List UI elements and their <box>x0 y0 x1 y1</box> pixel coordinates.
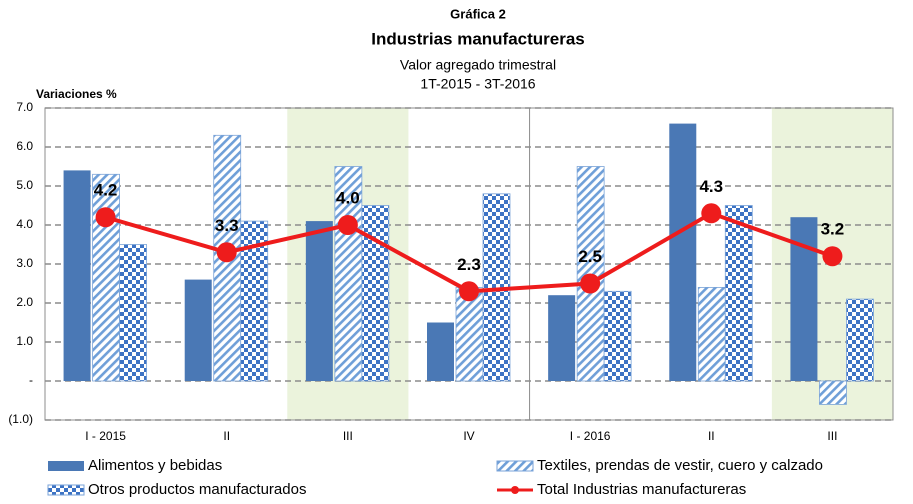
y-tick-label: 6.0 <box>16 139 33 153</box>
line-marker <box>95 207 116 228</box>
y-tick-label: (1.0) <box>8 412 33 426</box>
y-tick-label: 4.0 <box>16 217 33 231</box>
bar <box>603 290 632 382</box>
data-label: 4.0 <box>336 188 360 207</box>
legend-swatch <box>47 484 85 496</box>
x-tick-label: IV <box>463 429 474 443</box>
bar <box>63 170 91 381</box>
x-tick-label: III <box>827 429 837 443</box>
bar <box>548 295 576 381</box>
chart-subtitle: Industrias manufactureras <box>371 29 585 48</box>
line-marker <box>459 281 479 302</box>
data-label: 2.3 <box>457 255 481 274</box>
line-marker <box>580 273 601 294</box>
data-label: 4.2 <box>94 181 118 200</box>
y-tick-label: 1.0 <box>16 334 33 348</box>
data-label: 3.2 <box>821 220 845 239</box>
data-label: 2.5 <box>578 247 602 266</box>
data-label: 4.3 <box>699 177 723 196</box>
x-tick-label: I - 2016 <box>570 429 611 443</box>
chart-subtitle: Valor agregado trimestral <box>400 57 556 73</box>
bar <box>819 380 847 405</box>
y-tick-label: 2.0 <box>16 295 33 309</box>
data-label: 3.3 <box>215 216 239 235</box>
chart-subtitle: 1T-2015 - 3T-2016 <box>420 76 535 92</box>
x-tick-label: II <box>223 429 230 443</box>
y-tick-label: - <box>29 373 33 387</box>
bar <box>455 286 484 382</box>
legend-label: Textiles, prendas de vestir, cuero y cal… <box>537 457 823 474</box>
y-tick-label: 5.0 <box>16 178 33 192</box>
legend-label: Total Industrias manufactureras <box>537 481 746 498</box>
line-marker <box>337 215 358 235</box>
x-tick-label: I - 2015 <box>85 429 126 443</box>
x-tick-label: II <box>708 429 715 443</box>
y-tick-label: 7.0 <box>16 100 33 114</box>
chart-title: Gráfica 2 <box>450 6 506 21</box>
legend-swatch <box>48 461 84 471</box>
legend-swatch <box>496 460 534 472</box>
legend-label: Otros productos manufacturados <box>88 481 306 498</box>
bar <box>119 244 147 382</box>
x-tick-label: III <box>343 429 353 443</box>
bar <box>334 166 363 382</box>
line-marker <box>822 246 843 267</box>
plot-border <box>44 107 894 421</box>
y-tick-label: 3.0 <box>16 256 33 270</box>
line-marker <box>216 242 237 263</box>
y-axis-label: Variaciones % <box>36 87 117 101</box>
bar <box>724 205 753 382</box>
legend-swatch <box>511 486 519 494</box>
bar <box>427 322 454 381</box>
bar <box>361 205 390 382</box>
bar <box>697 286 726 382</box>
bar <box>669 123 697 381</box>
bar <box>305 221 333 381</box>
bar <box>92 173 120 382</box>
line-marker <box>701 203 722 224</box>
bar <box>846 298 874 382</box>
bar <box>184 279 212 381</box>
legend-label: Alimentos y bebidas <box>88 457 222 474</box>
